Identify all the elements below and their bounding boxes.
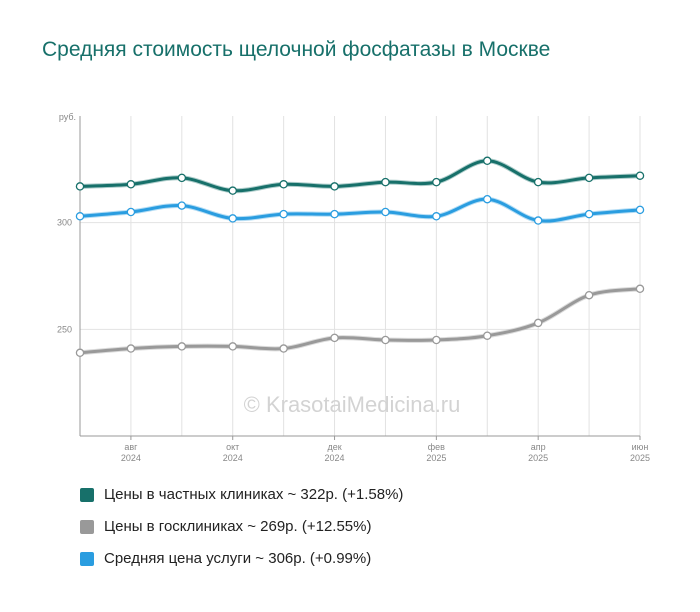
legend-label-private: Цены в частных клиниках ~ 322р. (+1.58%) <box>104 486 404 503</box>
series-line-shadow-1 <box>77 286 643 356</box>
data-point <box>483 194 492 204</box>
data-point <box>584 209 594 219</box>
data-point <box>228 186 237 195</box>
data-point <box>483 331 492 340</box>
series-line-shadow-0 <box>77 158 643 194</box>
data-point <box>432 177 441 187</box>
legend-item-average[interactable]: Средняя цена услуги ~ 306р. (+0.99%) <box>80 548 403 569</box>
x-tick-label: дек <box>327 442 341 452</box>
x-tick-label: 2024 <box>325 453 345 463</box>
data-point <box>381 335 390 345</box>
series-line-0 <box>78 159 642 193</box>
data-point <box>635 205 645 215</box>
legend-swatch-average <box>80 551 94 566</box>
y-tick-label: 250 <box>57 324 72 334</box>
legend-swatch-private <box>80 487 94 502</box>
legend-item-public[interactable]: Цены в госклиниках ~ 269р. (+12.55%) <box>80 516 403 537</box>
series-line-shadow-2 <box>77 196 643 224</box>
legend-label-average: Средняя цена услуги ~ 306р. (+0.99%) <box>104 550 372 567</box>
chart-title: Средняя стоимость щелочной фосфатазы в М… <box>42 38 551 61</box>
line-chart: 250300руб.авг2024окт2024дек2024фев2025ап… <box>57 112 650 463</box>
series-line-2 <box>78 197 642 223</box>
data-point <box>279 209 288 219</box>
data-point <box>177 201 187 210</box>
data-point <box>381 177 390 187</box>
data-point <box>126 180 136 189</box>
legend-item-private[interactable]: Цены в частных клиниках ~ 322р. (+1.58%) <box>80 484 403 505</box>
data-point <box>432 212 441 221</box>
data-point <box>584 290 594 300</box>
data-point <box>177 342 187 351</box>
data-point <box>126 344 136 353</box>
data-point <box>483 156 492 166</box>
data-point <box>533 177 543 187</box>
data-point <box>533 318 543 328</box>
x-tick-label: 2024 <box>223 453 243 463</box>
x-tick-label: окт <box>226 442 239 452</box>
x-tick-label: июн <box>632 442 649 452</box>
data-point <box>330 209 339 219</box>
series-line-1 <box>78 287 642 355</box>
data-point <box>432 335 441 345</box>
data-point <box>75 182 85 191</box>
watermark-text: © KrasotaiMedicina.ru <box>244 392 461 417</box>
legend-label-public: Цены в госклиниках ~ 269р. (+12.55%) <box>104 518 372 535</box>
data-point <box>75 212 85 221</box>
data-point <box>381 207 390 217</box>
data-point <box>330 182 339 191</box>
x-tick-label: 2025 <box>426 453 446 463</box>
data-point <box>126 207 136 217</box>
data-point <box>533 216 543 225</box>
x-tick-label: 2024 <box>121 453 141 463</box>
data-point <box>279 180 288 189</box>
data-point <box>330 333 339 343</box>
y-tick-label: 300 <box>57 218 72 228</box>
x-tick-label: фев <box>428 442 445 452</box>
chart-legend: Цены в частных клиниках ~ 322р. (+1.58%)… <box>80 484 403 580</box>
y-axis-unit: руб. <box>59 112 76 122</box>
data-point <box>228 214 237 223</box>
data-point <box>635 284 645 294</box>
x-tick-label: 2025 <box>528 453 548 463</box>
data-point <box>177 173 187 183</box>
data-point <box>75 348 85 358</box>
x-tick-label: 2025 <box>630 453 650 463</box>
x-tick-label: авг <box>124 442 138 452</box>
data-point <box>635 171 645 180</box>
x-tick-label: апр <box>531 442 546 452</box>
data-point <box>279 344 288 353</box>
legend-swatch-public <box>80 519 94 534</box>
data-point <box>584 173 594 183</box>
data-point <box>228 342 237 351</box>
